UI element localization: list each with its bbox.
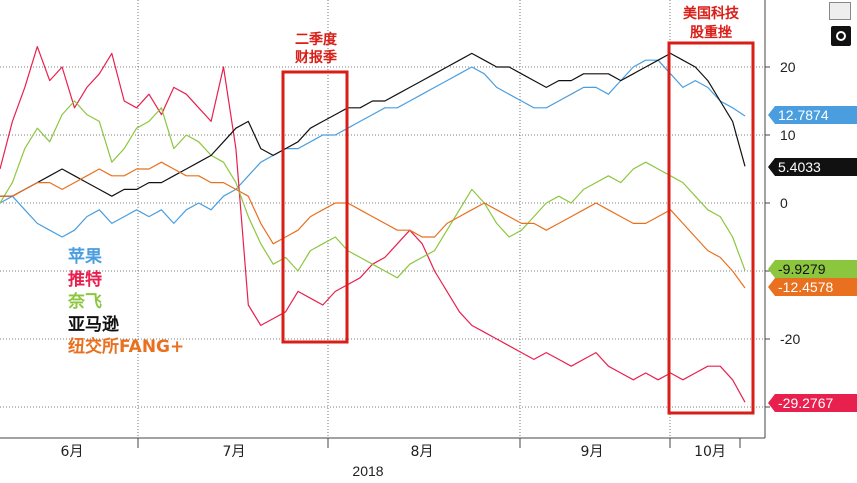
legend-entry: 苹果 bbox=[68, 246, 102, 267]
x-tick-label: 9月 bbox=[581, 444, 604, 460]
last-value-badge bbox=[768, 158, 857, 176]
series-line-4 bbox=[0, 161, 746, 289]
last-value-labels: 12.7874 5.4033 -9.9279 -12.4578 -29.2767 bbox=[768, 106, 857, 412]
settings-gear-icon[interactable] bbox=[831, 26, 851, 46]
legend-entry: 奈飞 bbox=[67, 291, 102, 312]
last-value-text: 12.7874 bbox=[778, 107, 829, 123]
annotation-box bbox=[281, 70, 349, 344]
x-tick-label: 8月 bbox=[411, 444, 434, 460]
last-value-text: 5.4033 bbox=[778, 159, 821, 175]
last-value-badge bbox=[768, 260, 857, 278]
legend-entry: 亚马逊 bbox=[68, 315, 119, 335]
annotation-label: 二季度 bbox=[295, 31, 338, 48]
annotation-label: 股重挫 bbox=[690, 24, 732, 41]
x-tick-label: 6月 bbox=[61, 444, 84, 460]
x-axis: 6月 7月 8月 9月 10月 2018 bbox=[61, 438, 741, 479]
last-value-badge bbox=[768, 394, 857, 412]
chart-settings-icon[interactable] bbox=[829, 2, 851, 20]
y-axis: 20 10 0 -20 bbox=[765, 59, 800, 408]
last-value-badge bbox=[768, 106, 857, 124]
x-axis-year-label: 2018 bbox=[352, 463, 383, 479]
annotation-label: 美国科技 bbox=[683, 5, 740, 22]
last-value-text: -9.9279 bbox=[778, 261, 826, 277]
y-tick-label: -20 bbox=[780, 331, 800, 347]
series-group bbox=[0, 46, 746, 403]
last-value-text: -12.4578 bbox=[778, 279, 833, 295]
series-line-3 bbox=[0, 52, 746, 197]
legend-entry: 纽交所FANG+ bbox=[68, 336, 184, 357]
annotation-label: 财报季 bbox=[294, 49, 337, 66]
y-tick-label: 0 bbox=[780, 195, 788, 211]
y-tick-label: 10 bbox=[780, 127, 796, 143]
series-line-0 bbox=[0, 59, 746, 238]
series-line-2 bbox=[0, 100, 746, 279]
legend-entry: 推特 bbox=[68, 269, 102, 290]
last-value-text: -29.2767 bbox=[778, 395, 833, 411]
x-tick-label: 10月 bbox=[694, 444, 726, 460]
y-tick-label: 20 bbox=[780, 59, 796, 75]
annotation-box bbox=[667, 41, 755, 415]
toolbar-icons bbox=[829, 2, 851, 46]
last-value-badge bbox=[768, 278, 857, 296]
x-tick-label: 7月 bbox=[223, 444, 246, 460]
